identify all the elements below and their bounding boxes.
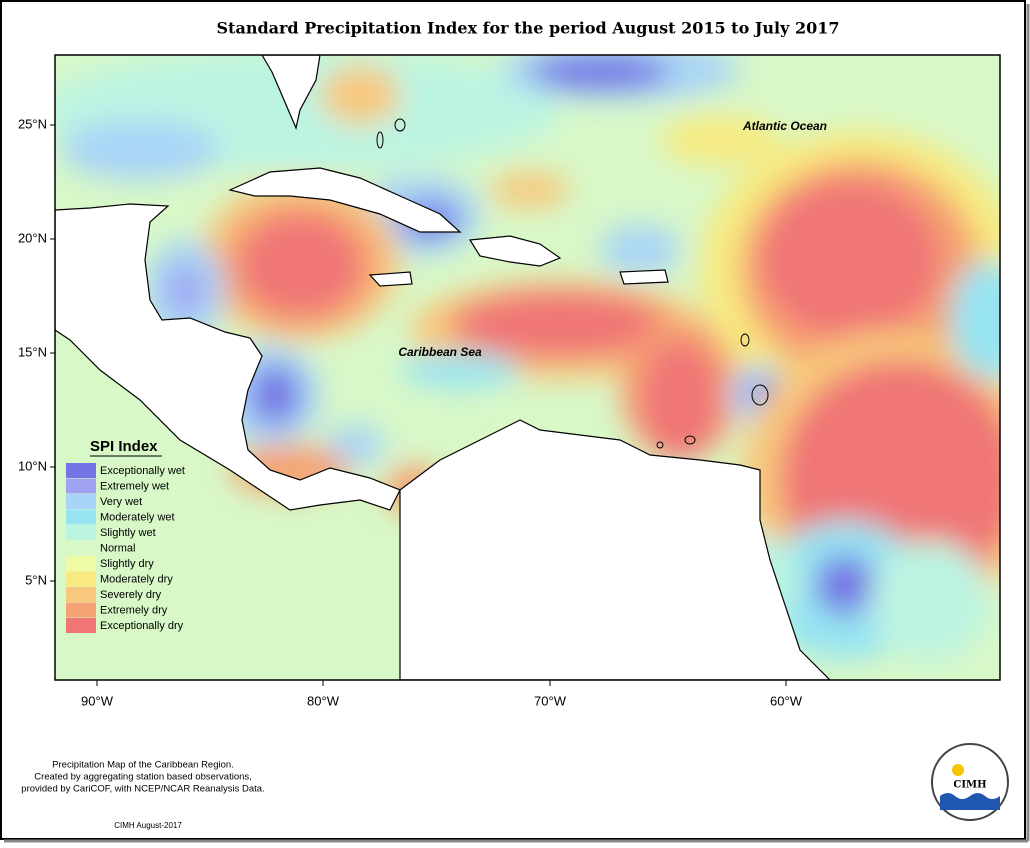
spi-area bbox=[760, 180, 940, 340]
map-frame bbox=[54, 54, 1001, 681]
legend-swatch bbox=[66, 571, 96, 587]
lat-tick-label: 10°N bbox=[18, 458, 47, 473]
island bbox=[751, 384, 769, 406]
land bbox=[55, 55, 831, 680]
legend-label: Slightly dry bbox=[100, 558, 154, 570]
map bbox=[55, 55, 1000, 680]
spi-area bbox=[250, 365, 300, 425]
lon-tick-label: 90°W bbox=[81, 693, 114, 708]
logo: CIMH bbox=[931, 743, 1009, 821]
lat-tick-label: 25°N bbox=[18, 116, 47, 131]
logo-wave bbox=[940, 793, 1000, 810]
spi-area bbox=[320, 65, 400, 125]
logo-text: CIMH bbox=[953, 780, 986, 791]
legend-label: Normal bbox=[100, 542, 135, 554]
title: Standard Precipitation Index for the per… bbox=[217, 19, 840, 38]
legend-label: Slightly wet bbox=[100, 527, 156, 539]
spi-area bbox=[450, 290, 670, 360]
legend-label: Moderately dry bbox=[100, 573, 173, 585]
lon-tick-label: 80°W bbox=[307, 693, 340, 708]
legend-label: Extremely wet bbox=[100, 480, 169, 492]
island bbox=[684, 435, 696, 445]
lat-tick-label: 20°N bbox=[18, 230, 47, 245]
footer-credit: CIMH August-2017 bbox=[114, 821, 182, 830]
lat-tick-label: 15°N bbox=[18, 344, 47, 359]
spi-area bbox=[530, 55, 670, 90]
spi-area bbox=[60, 120, 220, 180]
legend-swatch bbox=[66, 525, 96, 540]
lon-tick-label: 60°W bbox=[770, 693, 803, 708]
legend-title: SPI Index bbox=[90, 438, 158, 455]
legend-label: Exceptionally wet bbox=[100, 465, 185, 477]
legend-swatch bbox=[66, 478, 96, 494]
spi-area bbox=[325, 425, 385, 465]
legend-swatch bbox=[66, 556, 96, 571]
spi-area bbox=[240, 215, 360, 315]
legend-swatch bbox=[66, 602, 96, 618]
legend-swatch bbox=[66, 509, 96, 525]
place-label: Atlantic Ocean bbox=[742, 119, 827, 133]
footer-note: Created by aggregating station based obs… bbox=[34, 772, 252, 783]
island bbox=[740, 333, 750, 347]
spi-area bbox=[600, 225, 680, 275]
lon-tick-label: 70°W bbox=[534, 693, 567, 708]
legend-label: Very wet bbox=[100, 496, 142, 508]
legend-label: Exceptionally dry bbox=[100, 620, 184, 632]
legend-label: Moderately wet bbox=[100, 511, 175, 523]
legend-swatch bbox=[66, 540, 96, 556]
island bbox=[656, 441, 664, 449]
legend-swatch bbox=[66, 587, 96, 602]
spi-area bbox=[815, 555, 875, 615]
spi-area bbox=[640, 340, 720, 460]
lat-tick-label: 5°N bbox=[25, 572, 47, 587]
legend-label: Extremely dry bbox=[100, 604, 168, 616]
footer-note: Precipitation Map of the Caribbean Regio… bbox=[52, 760, 234, 771]
footer-note: provided by CariCOF, with NCEP/NCAR Rean… bbox=[21, 784, 264, 795]
legend-label: Severely dry bbox=[100, 589, 162, 601]
spi-area bbox=[490, 172, 570, 208]
spi-area bbox=[950, 260, 1000, 380]
spi-area bbox=[660, 115, 780, 165]
legend-swatch bbox=[66, 494, 96, 509]
island bbox=[376, 131, 384, 149]
legend-swatch bbox=[66, 463, 96, 478]
island bbox=[394, 118, 406, 132]
spi-area bbox=[400, 352, 520, 388]
logo-sun bbox=[952, 764, 964, 776]
spi-area bbox=[167, 265, 203, 315]
spi-area bbox=[870, 540, 990, 660]
place-label: Caribbean Sea bbox=[398, 345, 482, 359]
legend-swatch bbox=[66, 618, 96, 633]
